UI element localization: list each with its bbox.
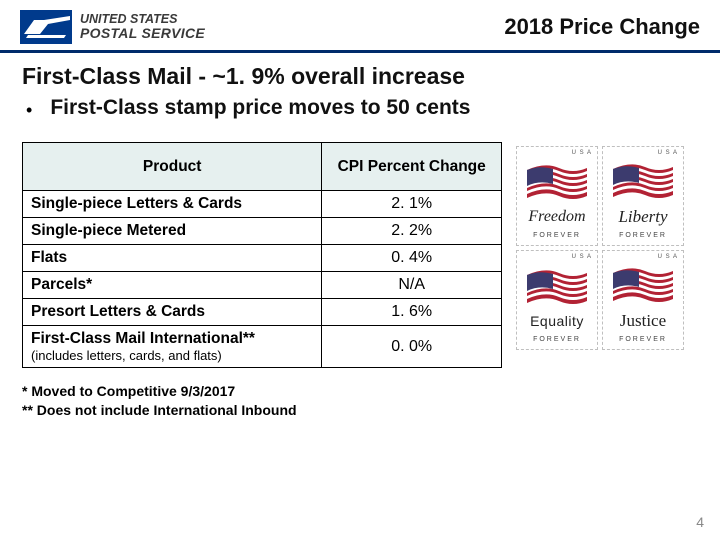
cell-value: N/A xyxy=(322,272,502,299)
stamp-word: Freedom xyxy=(528,208,585,226)
cell-product: Flats xyxy=(23,245,322,272)
stamp-usa-label: U S A xyxy=(658,150,681,156)
stamp-forever: FOREVER xyxy=(533,232,581,239)
header-title: 2018 Price Change xyxy=(504,14,700,40)
footnote-2: ** Does not include International Inboun… xyxy=(22,401,698,420)
table-row: Flats 0. 4% xyxy=(23,245,502,272)
slide-header: UNITED STATES POSTAL SERVICE 2018 Price … xyxy=(0,0,720,53)
stamp-freedom: U S A Freedom FOREVER xyxy=(516,146,598,246)
stamp-word: Justice xyxy=(620,311,666,331)
cell-product: Single-piece Letters & Cards xyxy=(23,191,322,218)
cell-value: 2. 1% xyxy=(322,191,502,218)
footnotes: * Moved to Competitive 9/3/2017 ** Does … xyxy=(22,382,698,420)
stamp-equality: U S A Equality FOREVER xyxy=(516,250,598,350)
cell-value: 0. 4% xyxy=(322,245,502,272)
logo-line2: POSTAL SERVICE xyxy=(80,26,205,41)
headline: First-Class Mail - ~1. 9% overall increa… xyxy=(22,63,698,90)
table-header-row: Product CPI Percent Change xyxy=(23,143,502,191)
price-table: Product CPI Percent Change Single-piece … xyxy=(22,142,502,368)
flag-icon xyxy=(611,265,675,305)
stamp-grid: U S A Freedom FOREVER U S A xyxy=(516,146,684,350)
stamp-forever: FOREVER xyxy=(619,232,667,239)
stamp-justice: U S A Justice FOREVER xyxy=(602,250,684,350)
flag-icon xyxy=(525,162,589,202)
cell-value: 1. 6% xyxy=(322,299,502,326)
footnote-1: * Moved to Competitive 9/3/2017 xyxy=(22,382,698,401)
cell-value: 0. 0% xyxy=(322,326,502,368)
flag-icon xyxy=(525,267,589,307)
table-row: Parcels* N/A xyxy=(23,272,502,299)
table-row: Single-piece Letters & Cards 2. 1% xyxy=(23,191,502,218)
table-row: Single-piece Metered 2. 2% xyxy=(23,218,502,245)
flag-icon xyxy=(611,161,675,201)
cell-product: Single-piece Metered xyxy=(23,218,322,245)
main-row: Product CPI Percent Change Single-piece … xyxy=(22,142,698,368)
stamp-word: Equality xyxy=(530,313,584,329)
page-number: 4 xyxy=(696,514,704,530)
stamp-forever: FOREVER xyxy=(533,336,581,343)
usps-logo-block: UNITED STATES POSTAL SERVICE xyxy=(20,10,205,44)
cell-value: 2. 2% xyxy=(322,218,502,245)
stamp-word: Liberty xyxy=(618,207,667,227)
bullet-row: • First-Class stamp price moves to 50 ce… xyxy=(22,96,698,124)
stamp-liberty: U S A Liberty FOREVER xyxy=(602,146,684,246)
usps-eagle-icon xyxy=(20,10,72,44)
stamp-usa-label: U S A xyxy=(572,150,595,156)
stamp-usa-label: U S A xyxy=(572,254,595,260)
cell-product-sub: (includes letters, cards, and flats) xyxy=(31,348,313,363)
slide-content: First-Class Mail - ~1. 9% overall increa… xyxy=(0,53,720,420)
cell-product: Presort Letters & Cards xyxy=(23,299,322,326)
col-product: Product xyxy=(23,143,322,191)
bullet-marker: • xyxy=(26,96,32,124)
cell-product: First-Class Mail International** (includ… xyxy=(23,326,322,368)
cell-product: Parcels* xyxy=(23,272,322,299)
col-cpi: CPI Percent Change xyxy=(322,143,502,191)
stamp-usa-label: U S A xyxy=(658,254,681,260)
bullet-text: First-Class stamp price moves to 50 cent… xyxy=(50,96,470,120)
table-row: Presort Letters & Cards 1. 6% xyxy=(23,299,502,326)
usps-logo-text: UNITED STATES POSTAL SERVICE xyxy=(80,13,205,41)
cell-product-main: First-Class Mail International** xyxy=(31,330,255,347)
table-row: First-Class Mail International** (includ… xyxy=(23,326,502,368)
stamp-forever: FOREVER xyxy=(619,336,667,343)
